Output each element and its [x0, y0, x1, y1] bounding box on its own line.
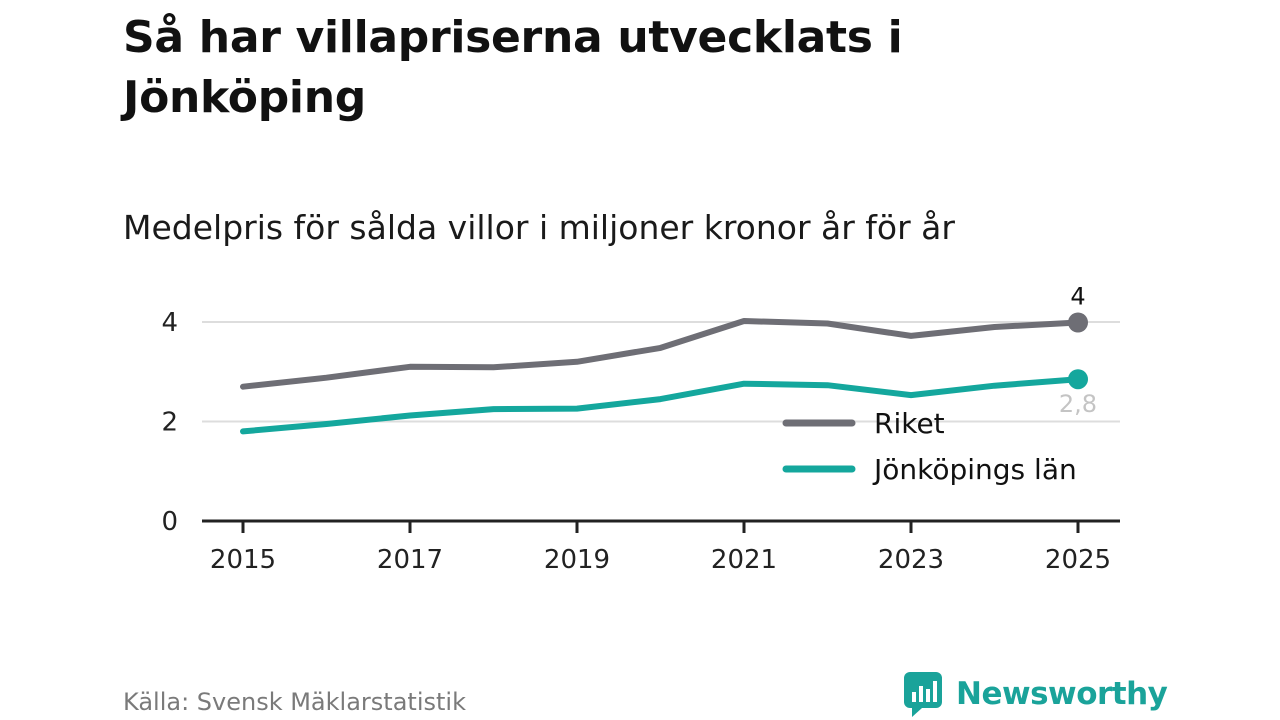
x-tick-label: 2023: [878, 545, 944, 575]
x-tick-label: 2017: [377, 545, 443, 575]
x-tick-label: 2019: [544, 545, 610, 575]
y-tick-label: 0: [161, 507, 178, 537]
x-axis-ticks: 2015 2017 2019 2021 2023 2025: [210, 521, 1111, 575]
gridlines: [202, 321, 1120, 423]
series-line-riket: [240, 318, 1081, 390]
chart-subtitle: Medelpris för sålda villor i miljoner kr…: [123, 208, 955, 247]
end-labels: 42,8: [1059, 282, 1097, 418]
brand-logo[interactable]: Newsworthy: [902, 670, 1168, 718]
end-point-riket: [1068, 312, 1088, 333]
chart-title: Så har villapriserna utvecklats i Jönköp…: [123, 12, 903, 123]
series-line-jonkoping: [240, 376, 1081, 435]
end-label-riket: 4: [1070, 282, 1085, 310]
series-lines: [240, 312, 1088, 435]
end-point-jonkoping: [1068, 369, 1088, 390]
y-tick-label: 4: [161, 308, 178, 338]
x-tick-label: 2015: [210, 545, 276, 575]
legend-label-jonkoping: Jönköpings län: [872, 453, 1077, 486]
y-tick-label: 2: [161, 408, 178, 438]
y-axis-ticks: 0 2 4: [161, 308, 178, 537]
legend-label-riket: Riket: [874, 407, 945, 440]
legend: Riket Jönköpings län: [782, 407, 1077, 486]
brand-name: Newsworthy: [956, 676, 1168, 712]
source-note: Källa: Svensk Mäklarstatistik: [123, 688, 466, 716]
end-label-jonkoping: 2,8: [1059, 390, 1097, 418]
x-tick-label: 2021: [711, 545, 777, 575]
newsworthy-logo-icon: [904, 672, 942, 717]
x-tick-label: 2025: [1045, 545, 1111, 575]
